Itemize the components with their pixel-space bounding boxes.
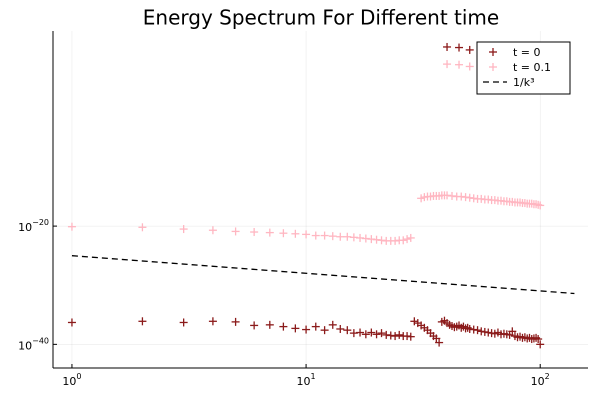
plot-area <box>67 42 575 349</box>
y-tick-label: 10−20 <box>18 218 49 234</box>
legend-swatch-marker <box>489 63 497 71</box>
data-point <box>361 330 370 339</box>
data-point <box>410 317 419 326</box>
data-point <box>391 332 400 341</box>
data-point <box>399 236 408 245</box>
data-point <box>311 231 320 240</box>
data-point <box>455 43 464 52</box>
data-point <box>231 317 240 326</box>
data-point <box>302 325 311 334</box>
data-point <box>231 227 240 236</box>
data-point <box>455 60 464 69</box>
data-point <box>138 223 147 232</box>
data-point <box>465 62 474 71</box>
series-1 <box>67 60 545 245</box>
series-0 <box>67 42 545 349</box>
data-point <box>534 335 543 344</box>
data-point <box>320 231 329 240</box>
data-point <box>311 322 320 331</box>
data-point <box>179 225 188 234</box>
data-point <box>443 42 452 51</box>
data-point <box>377 329 386 338</box>
data-point <box>179 318 188 327</box>
data-point <box>138 317 147 326</box>
tick-labels: 100 101 102 10−20 10−40 <box>18 218 550 388</box>
reference-line <box>71 255 575 295</box>
data-point <box>443 60 452 69</box>
data-point <box>536 201 545 210</box>
data-point <box>291 229 300 238</box>
data-point <box>435 338 444 347</box>
legend-label: t = 0.1 <box>513 61 551 74</box>
data-point <box>343 326 352 335</box>
data-point <box>250 321 259 330</box>
x-tick-label: 100 <box>62 372 81 388</box>
data-point <box>67 222 76 231</box>
legend-label: 1/k³ <box>513 76 534 89</box>
data-point <box>302 230 311 239</box>
data-point <box>291 324 300 333</box>
data-point <box>395 330 404 339</box>
legend: t = 0 t = 0.1 1/k³ <box>476 41 571 95</box>
y-tick-label: 10−40 <box>18 336 49 352</box>
data-point <box>336 232 345 241</box>
data-point <box>320 326 329 335</box>
data-point <box>250 228 259 237</box>
data-point <box>265 228 274 237</box>
data-point <box>356 328 365 337</box>
data-point <box>265 320 274 329</box>
data-point <box>336 324 345 333</box>
data-point <box>279 229 288 238</box>
data-point <box>208 317 217 326</box>
data-point <box>67 318 76 327</box>
legend-swatch-marker <box>489 48 497 56</box>
data-point <box>465 45 474 54</box>
data-point <box>463 323 472 332</box>
data-point <box>208 226 217 235</box>
data-point <box>532 333 541 342</box>
series-2 <box>71 255 575 295</box>
data-point <box>536 340 545 349</box>
data-point <box>279 322 288 331</box>
data-point <box>406 233 415 242</box>
data-point <box>403 235 412 244</box>
x-tick-label: 101 <box>297 372 316 388</box>
data-point <box>432 334 441 343</box>
axes <box>52 31 588 369</box>
data-point <box>367 328 376 337</box>
data-point <box>372 330 381 339</box>
data-point <box>328 320 337 329</box>
legend-label: t = 0 <box>513 46 541 59</box>
x-tick-label: 102 <box>531 372 550 388</box>
data-point <box>406 332 415 341</box>
chart-title: Energy Spectrum For Different time <box>143 6 499 30</box>
data-point <box>328 232 337 241</box>
data-point <box>508 327 517 336</box>
data-point <box>473 326 482 335</box>
